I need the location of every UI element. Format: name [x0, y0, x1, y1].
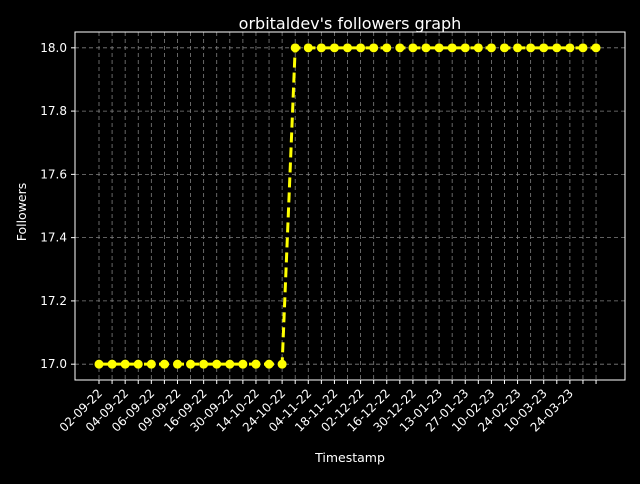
data-point [212, 359, 222, 369]
data-point [343, 43, 353, 53]
x-axis-label: Timestamp [314, 450, 385, 465]
y-tick-label: 17.8 [40, 104, 67, 118]
data-point [499, 43, 509, 53]
y-tick-label: 18.0 [40, 41, 67, 55]
data-point [473, 43, 483, 53]
data-point [486, 43, 496, 53]
y-axis-label: Followers [14, 183, 29, 242]
data-point [186, 359, 196, 369]
y-tick-label: 17.2 [40, 294, 67, 308]
data-point [369, 43, 379, 53]
data-point [146, 359, 156, 369]
data-point [591, 43, 601, 53]
data-point [277, 359, 287, 369]
data-point [329, 43, 339, 53]
data-point [159, 359, 169, 369]
data-point [513, 43, 523, 53]
data-point [395, 43, 405, 53]
data-point [225, 359, 235, 369]
data-point [434, 43, 444, 53]
data-point [552, 43, 562, 53]
data-point [382, 43, 392, 53]
data-point [251, 359, 261, 369]
data-point [303, 43, 313, 53]
data-point [447, 43, 457, 53]
data-point [120, 359, 130, 369]
data-point [565, 43, 575, 53]
data-point [356, 43, 366, 53]
data-point [421, 43, 431, 53]
data-point [199, 359, 209, 369]
data-point [408, 43, 418, 53]
data-point [133, 359, 143, 369]
data-point [172, 359, 182, 369]
y-tick-label: 17.6 [40, 167, 67, 181]
data-point [94, 359, 104, 369]
data-point [107, 359, 117, 369]
chart-title: orbitaldev's followers graph [239, 14, 462, 33]
data-point [316, 43, 326, 53]
plot-frame [74, 31, 626, 381]
y-tick-label: 17.4 [40, 231, 67, 245]
data-point [539, 43, 549, 53]
grid-layer [75, 32, 625, 380]
data-point [526, 43, 536, 53]
data-point [238, 359, 248, 369]
data-point [578, 43, 588, 53]
data-point [460, 43, 470, 53]
data-point [264, 359, 274, 369]
series-layer [94, 43, 601, 369]
y-tick-label: 17.0 [40, 357, 67, 371]
data-point [290, 43, 300, 53]
